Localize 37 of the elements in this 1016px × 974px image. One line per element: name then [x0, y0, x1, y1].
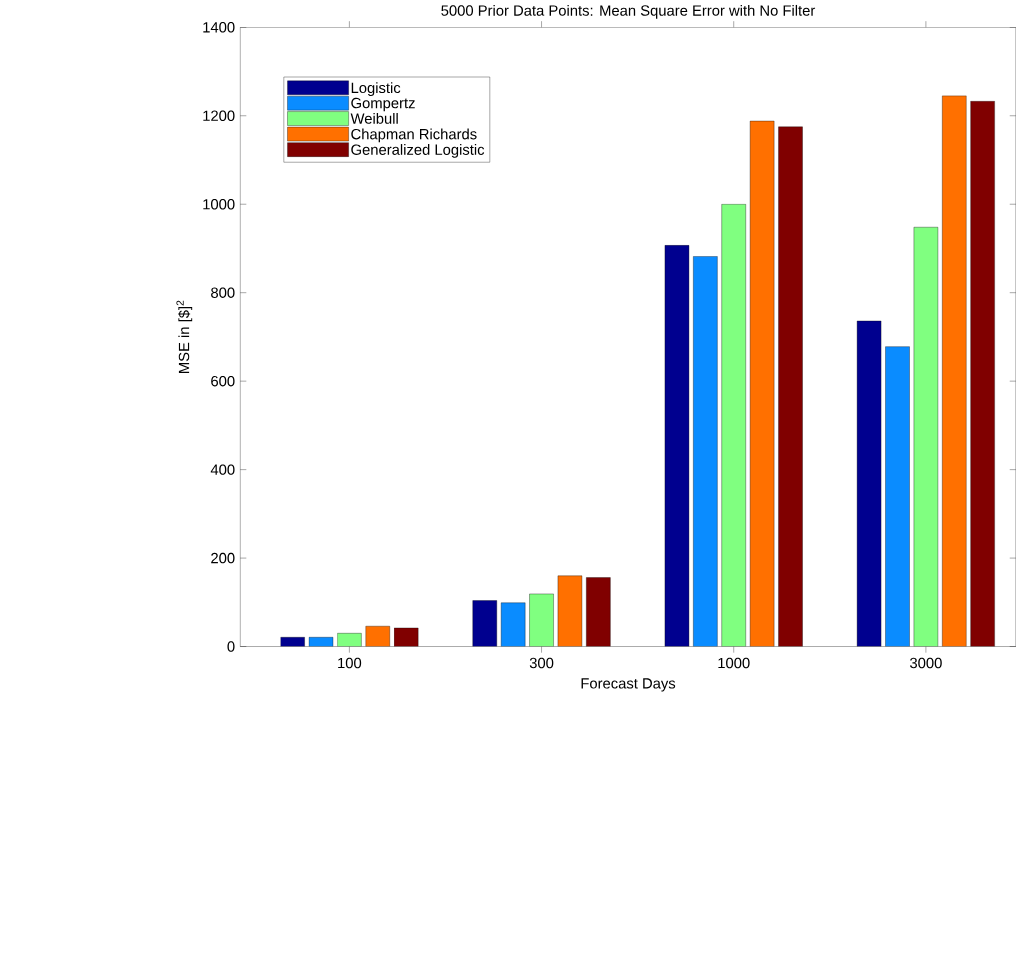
y-tick-label: 1000	[203, 199, 235, 210]
chart-title: 5000 Prior Data Points: Mean Square Error with No Filter	[441, 4, 816, 19]
legend-label: Weibull	[350, 113, 398, 124]
x-tick-label: 1000	[718, 657, 750, 669]
y-tick-label: 1200	[203, 110, 235, 122]
bar	[856, 320, 882, 647]
bar	[529, 593, 554, 647]
bar	[308, 637, 334, 647]
bar	[586, 577, 611, 647]
bar	[721, 204, 746, 647]
bar	[913, 227, 939, 647]
y-tick-label: 1400	[203, 22, 235, 33]
bar	[942, 95, 967, 647]
bar	[778, 126, 803, 647]
bar	[749, 120, 775, 647]
x-tick-label: 100	[338, 657, 362, 669]
bar	[472, 600, 497, 647]
y-tick-label: 400	[210, 464, 235, 475]
y-tick-label: 0	[227, 641, 235, 652]
y-tick-label: 800	[211, 287, 235, 298]
legend-label: Generalized Logistic	[351, 144, 485, 158]
bar	[557, 575, 583, 647]
y-tick-label: 600	[211, 375, 235, 387]
bar	[885, 346, 910, 647]
bar	[693, 256, 718, 647]
legend-label: Logistic	[351, 82, 401, 97]
bar	[664, 245, 690, 647]
x-tick-label: 300	[529, 657, 554, 669]
legend-label: Gompertz	[351, 97, 415, 112]
y-tick-label: 200	[211, 552, 235, 564]
bar	[500, 602, 526, 647]
y-axis-title: MSE in [$]$^{2}$	[176, 300, 193, 373]
bar	[365, 626, 390, 647]
x-axis-title: Forecast Days	[581, 678, 676, 692]
bar	[970, 101, 995, 647]
legend-label: Chapman Richards	[351, 128, 477, 143]
x-tick-label: 3000	[910, 657, 942, 669]
